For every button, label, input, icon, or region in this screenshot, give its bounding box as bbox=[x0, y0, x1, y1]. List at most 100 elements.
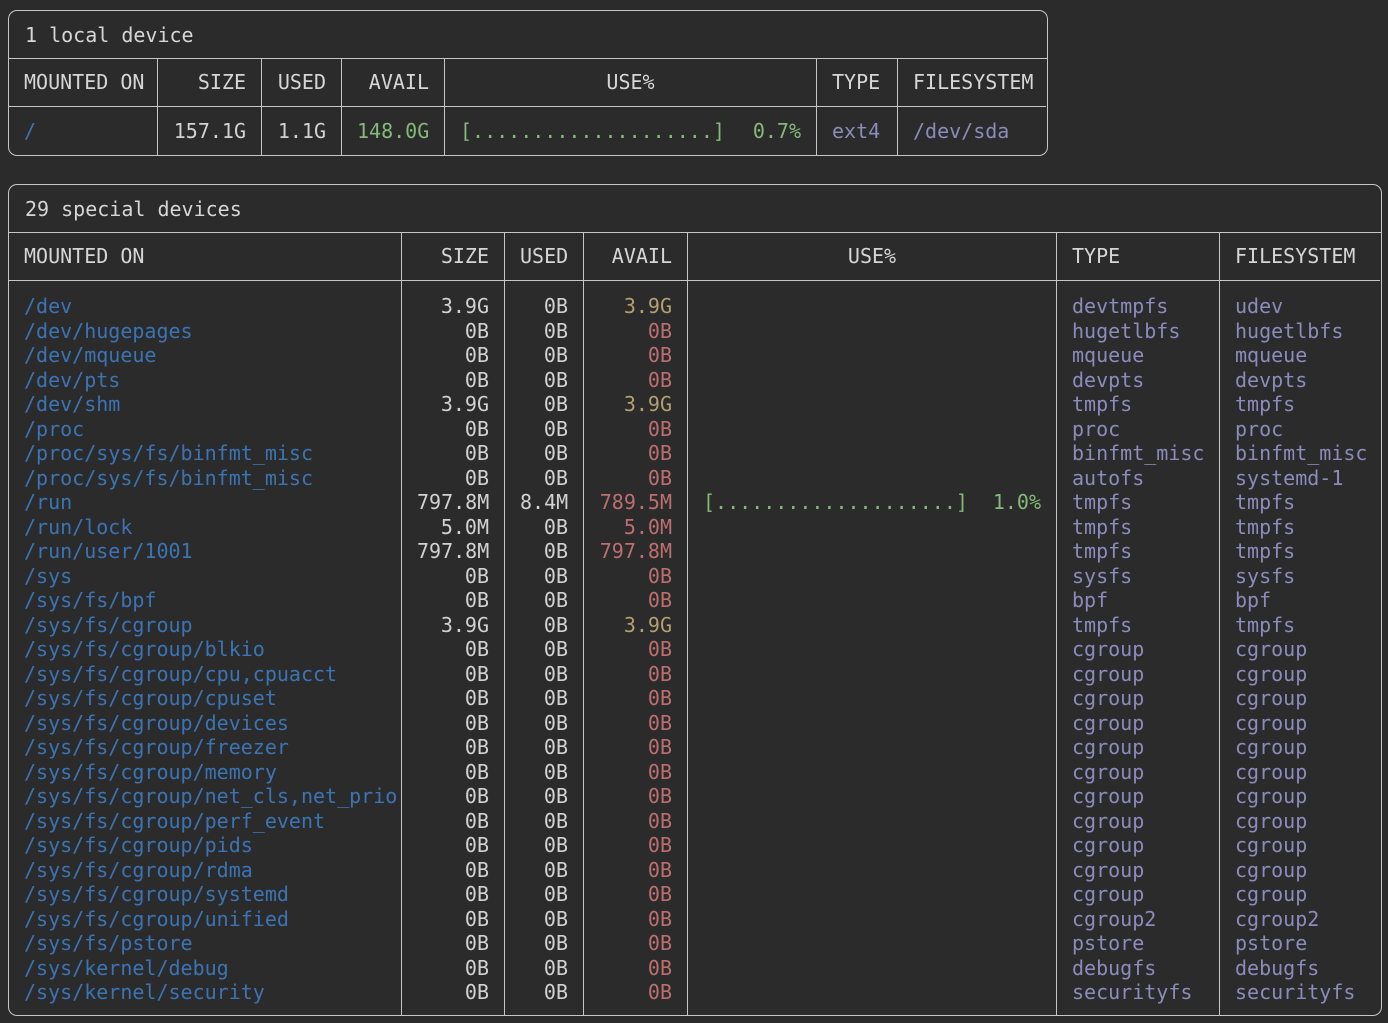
type-cell: autofs bbox=[1072, 465, 1145, 490]
used-cell: 8.4M bbox=[520, 490, 569, 514]
type-cell: hugetlbfs bbox=[1072, 318, 1181, 343]
use-cell bbox=[688, 784, 1056, 809]
column-header-used: USED bbox=[505, 233, 583, 281]
avail-cell: 797.8M bbox=[599, 539, 672, 563]
column-header-mount: MOUNTED ON bbox=[9, 233, 401, 281]
mount-cell: /proc/sys/fs/binfmt_misc bbox=[24, 465, 313, 490]
used-cell: 0B bbox=[543, 465, 568, 490]
fs-cell: cgroup bbox=[1235, 833, 1308, 857]
usage-percent: 0.7% bbox=[752, 119, 801, 143]
use-cell bbox=[688, 343, 1056, 368]
fs-cell: cgroup bbox=[1235, 857, 1308, 882]
size-cell: 0B bbox=[464, 637, 489, 661]
column-header-mount: MOUNTED ON bbox=[9, 59, 157, 107]
size-cell: 0B bbox=[464, 416, 489, 441]
size-cell: 0B bbox=[464, 980, 489, 1004]
column-header-size: SIZE bbox=[402, 233, 504, 281]
size-cell: 797.8M bbox=[417, 490, 490, 514]
used-cell: 0B bbox=[543, 441, 568, 465]
size-cell: 0B bbox=[464, 588, 489, 612]
avail-cell: 0B bbox=[647, 710, 672, 735]
avail-cell: 3.9G bbox=[623, 612, 672, 637]
fs-cell: proc bbox=[1235, 416, 1284, 441]
mount-cell: /sys/fs/pstore bbox=[24, 931, 193, 955]
type-cell: cgroup2 bbox=[1072, 906, 1157, 931]
column-body-mount: /dev/dev/hugepages/dev/mqueue/dev/pts/de… bbox=[9, 281, 401, 1015]
column-header-size: SIZE bbox=[158, 59, 261, 107]
fs-cell: binfmt_misc bbox=[1235, 441, 1368, 465]
fs-cell: sysfs bbox=[1235, 563, 1296, 588]
special-devices-table: 29 special devices MOUNTED ON/dev/dev/hu… bbox=[8, 184, 1382, 1016]
mount-cell: /sys/fs/cgroup/freezer bbox=[24, 735, 289, 759]
fs-cell: udev bbox=[1235, 294, 1284, 318]
column-avail: AVAIL 3.9G 0B 0B 0B 3.9G 0B 0B 0B 789.5M 5.0M 797.8… bbox=[583, 233, 687, 1015]
avail-cell: 0B bbox=[647, 318, 672, 343]
usage-bar: [....................] bbox=[460, 119, 725, 143]
use-cell bbox=[688, 294, 1056, 319]
size-cell: 797.8M bbox=[417, 539, 490, 563]
column-header-type: TYPE bbox=[817, 59, 897, 107]
avail-cell: 0B bbox=[647, 465, 672, 490]
type-cell: securityfs bbox=[1072, 980, 1193, 1004]
type-cell: cgroup bbox=[1072, 637, 1145, 661]
use-cell bbox=[688, 980, 1056, 1005]
fs-cell: tmpfs bbox=[1235, 490, 1296, 514]
column-body-size: 3.9G 0B 0B 0B 3.9G 0B 0B 0B 797.8M 5.0M 797.8M 0B 0B… bbox=[402, 281, 504, 1015]
fs-cell: cgroup bbox=[1235, 784, 1308, 808]
fs-cell: securityfs bbox=[1235, 980, 1356, 1004]
size-cell: 157.1G bbox=[173, 119, 246, 143]
type-cell: tmpfs bbox=[1072, 612, 1133, 637]
column-used: USED 0B 0B 0B 0B 0B 0B 0B 0B 8.4M 0B 0B 0B 0B 0B 0B 0B 0B… bbox=[504, 233, 583, 1015]
column-header-avail: AVAIL bbox=[342, 59, 444, 107]
size-cell: 0B bbox=[464, 318, 489, 343]
column-type: TYPE devtmpfs hugetlbfs mqueue devpts tmpfs pr… bbox=[1056, 233, 1219, 1015]
avail-cell: 0B bbox=[647, 661, 672, 686]
avail-cell: 0B bbox=[647, 759, 672, 784]
column-size: SIZE 157.1G bbox=[157, 59, 261, 155]
fs-cell: tmpfs bbox=[1235, 392, 1296, 416]
column-header-use: USE% bbox=[445, 59, 816, 107]
type-cell: pstore bbox=[1072, 931, 1145, 955]
column-avail: AVAIL 148.0G bbox=[341, 59, 444, 155]
fs-cell: devpts bbox=[1235, 367, 1308, 392]
used-cell: 0B bbox=[543, 833, 568, 857]
mount-cell: /sys/fs/cgroup/rdma bbox=[24, 857, 253, 882]
size-cell: 0B bbox=[464, 343, 489, 367]
type-cell: sysfs bbox=[1072, 563, 1133, 588]
mount-cell: /sys/fs/cgroup bbox=[24, 612, 193, 637]
fs-cell: cgroup bbox=[1235, 808, 1308, 833]
type-cell: devtmpfs bbox=[1072, 294, 1169, 318]
used-cell: 0B bbox=[543, 808, 568, 833]
column-used: USED 1.1G bbox=[261, 59, 341, 155]
mount-cell: /dev/mqueue bbox=[24, 343, 157, 367]
column-fs: FILESYSTEM udev hugetlbfs mqueue devpts tmpfs… bbox=[1219, 233, 1380, 1015]
type-cell: cgroup bbox=[1072, 735, 1145, 759]
use-cell bbox=[688, 711, 1056, 736]
size-cell: 0B bbox=[464, 906, 489, 931]
mount-cell: / bbox=[24, 119, 37, 143]
type-cell: proc bbox=[1072, 416, 1121, 441]
avail-cell: 0B bbox=[647, 833, 672, 857]
used-cell: 0B bbox=[543, 931, 568, 955]
size-cell: 3.9G bbox=[440, 294, 489, 318]
size-cell: 3.9G bbox=[440, 612, 489, 637]
column-mount: MOUNTED ON/dev/dev/hugepages/dev/mqueue /… bbox=[9, 233, 401, 1015]
use-cell bbox=[688, 515, 1056, 540]
used-cell: 0B bbox=[543, 563, 568, 588]
column-body-use: [....................] 0.7% bbox=[445, 107, 816, 155]
column-body-used: 0B 0B 0B 0B 0B 0B 0B 0B 8.4M 0B 0B 0B 0B 0B 0B 0B 0B 0B 0B… bbox=[505, 281, 583, 1015]
use-cell bbox=[688, 931, 1056, 956]
fs-cell: cgroup bbox=[1235, 686, 1308, 710]
local-devices-table: 1 local device MOUNTED ON / SIZE 157.1G USED… bbox=[8, 10, 1048, 156]
column-header-used: USED bbox=[262, 59, 341, 107]
type-cell: tmpfs bbox=[1072, 392, 1133, 416]
use-cell bbox=[688, 417, 1056, 442]
mount-cell: /sys/fs/cgroup/pids bbox=[24, 833, 253, 857]
avail-cell: 148.0G bbox=[357, 119, 430, 143]
avail-cell: 0B bbox=[647, 906, 672, 931]
size-cell: 3.9G bbox=[440, 392, 489, 416]
use-cell bbox=[688, 882, 1056, 907]
avail-cell: 0B bbox=[647, 735, 672, 759]
fs-cell: hugetlbfs bbox=[1235, 318, 1344, 343]
